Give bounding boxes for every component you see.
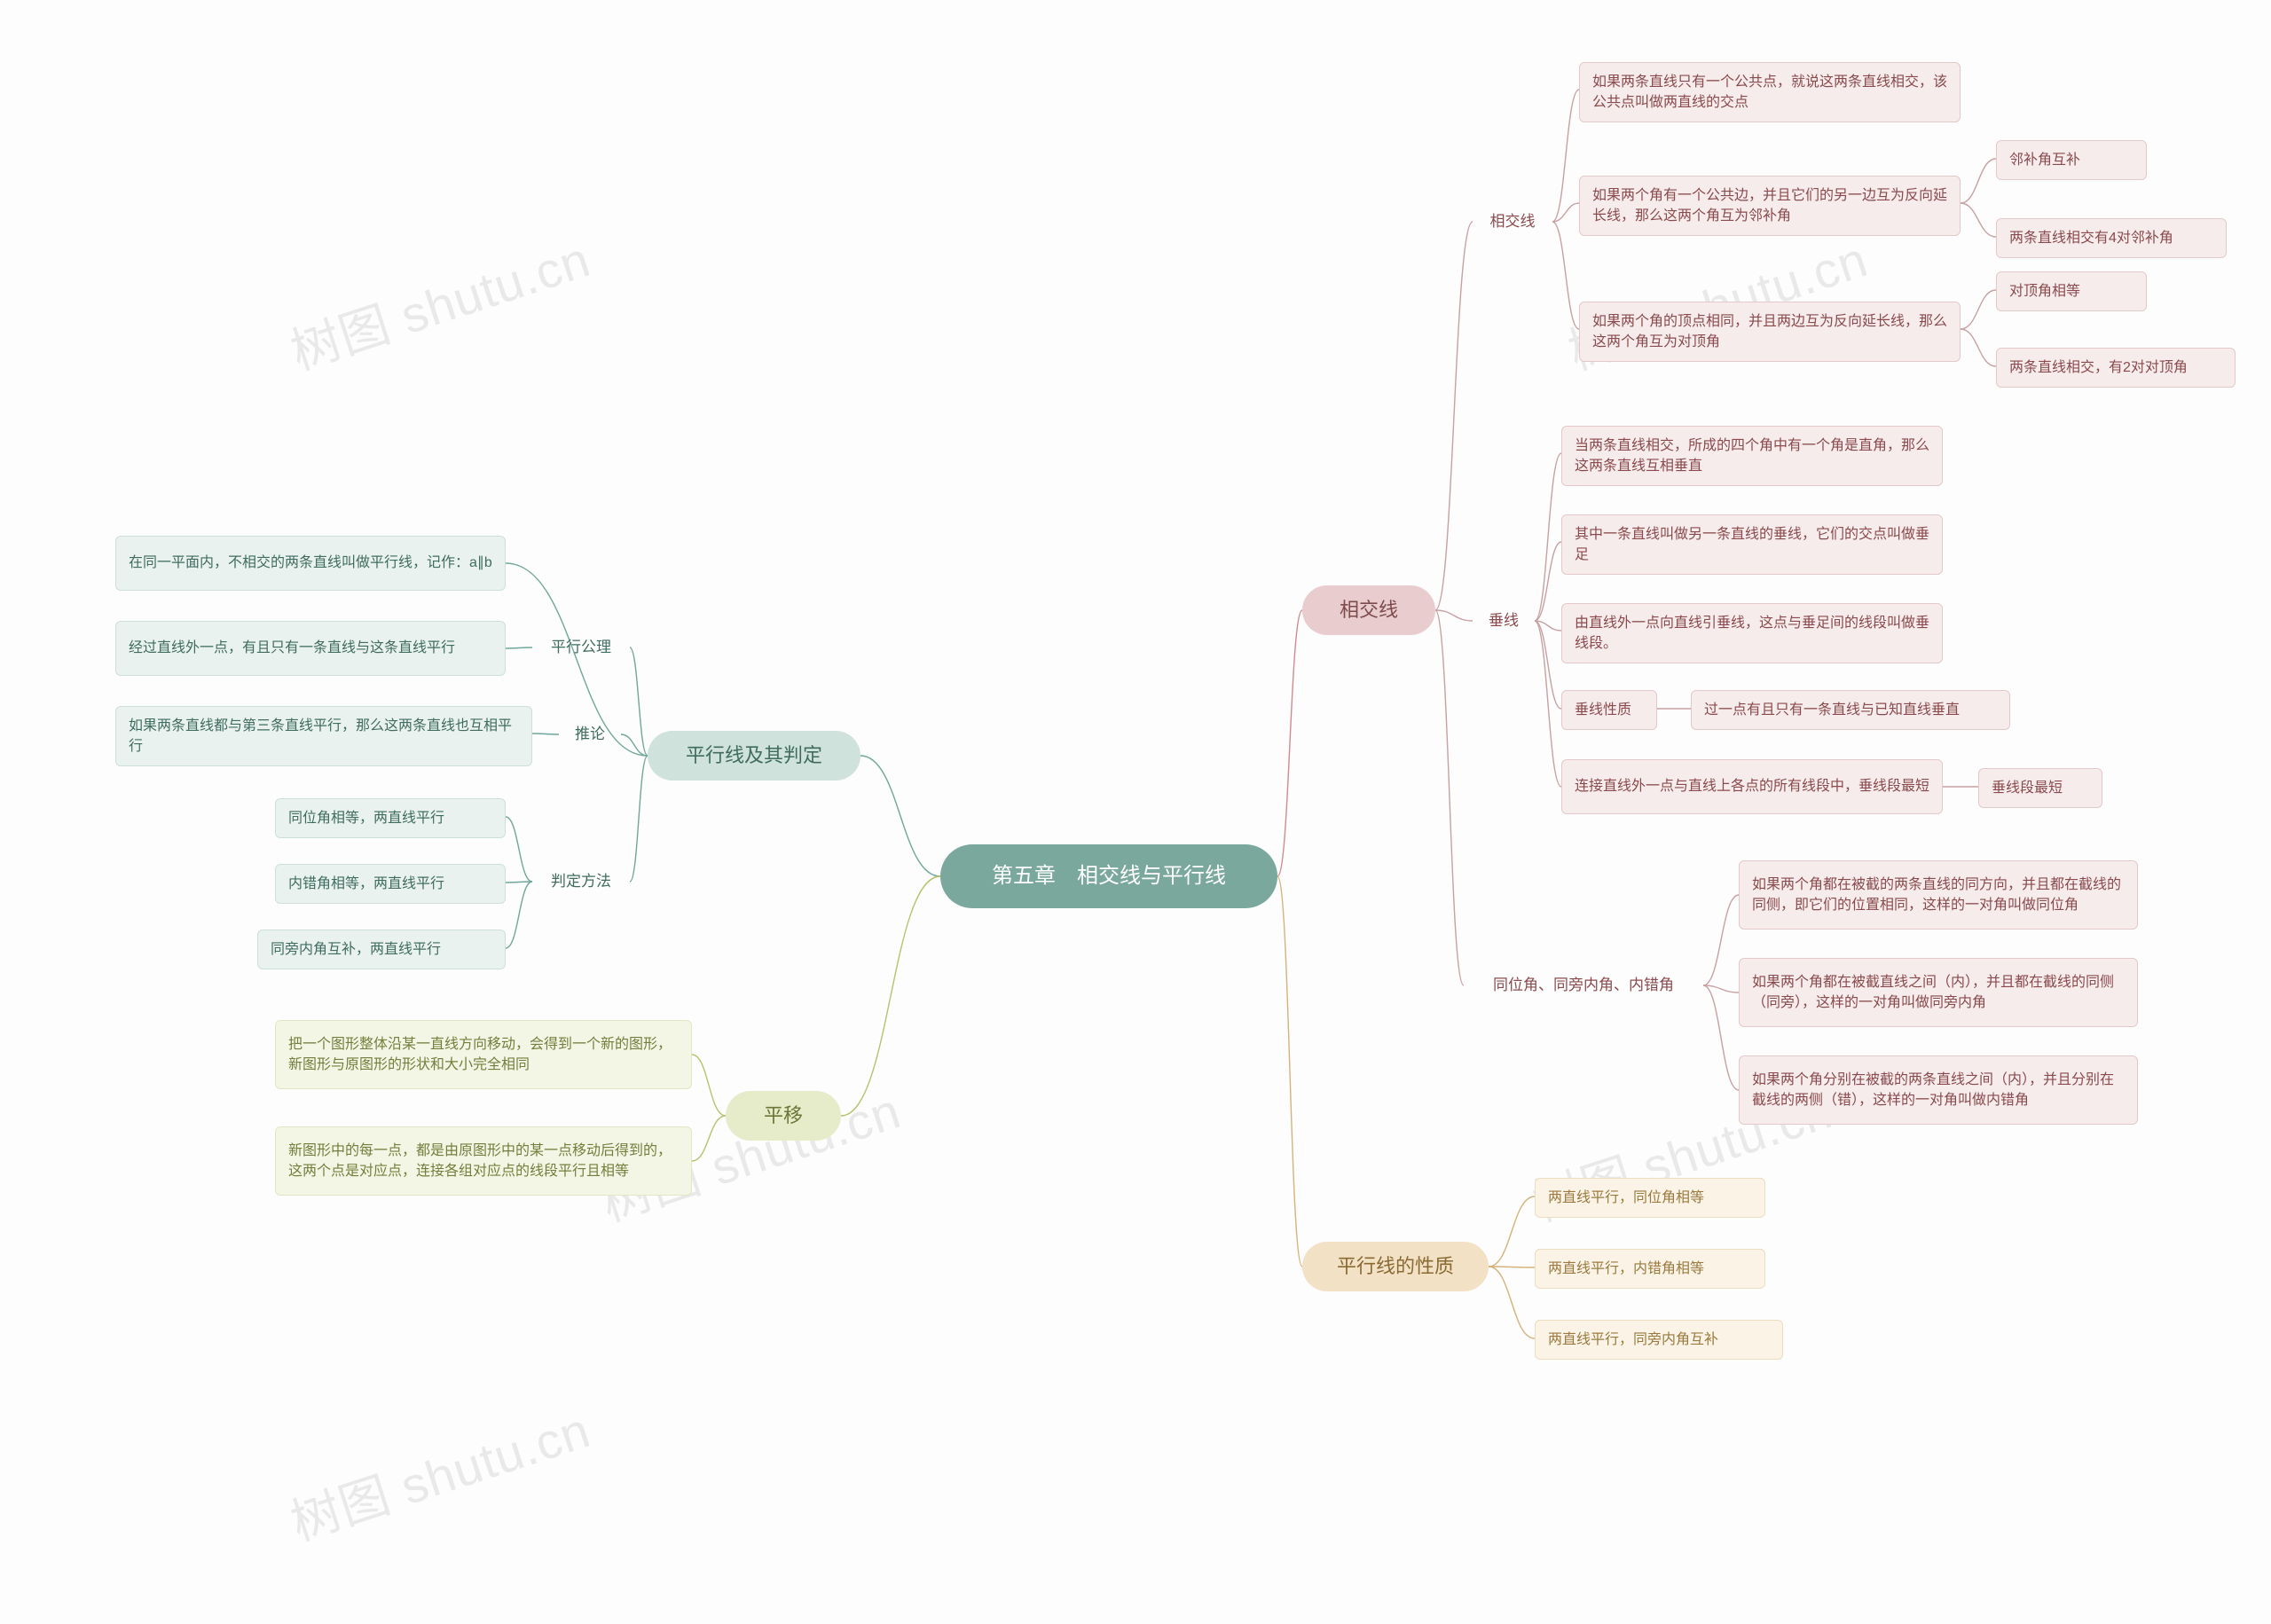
connector (1535, 621, 1561, 787)
leaf: 两条直线相交有4对邻补角 (1996, 218, 2227, 258)
connector (1961, 329, 1996, 366)
connector (1435, 610, 1464, 985)
leaf: 经过直线外一点，有且只有一条直线与这条直线平行 (115, 621, 506, 676)
leaf: 如果两个角分别在被截的两条直线之间（内），并且分别在截线的两侧（错），这样的一对… (1739, 1055, 2138, 1125)
leaf: 过一点有且只有一条直线与已知直线垂直 (1691, 690, 2010, 730)
connector (1703, 985, 1739, 992)
leaf: 如果两个角的顶点相同，并且两边互为反向延长线，那么这两个角互为对顶角 (1579, 302, 1961, 362)
sub-intersecting: 相交线 (1473, 204, 1552, 239)
connector (1489, 1267, 1535, 1338)
connector (630, 756, 648, 882)
leaf: 两直线平行，内错角相等 (1535, 1249, 1765, 1289)
leaf: 如果两条直线都与第三条直线平行，那么这两条直线也互相平行 (115, 706, 532, 766)
branch-parallel-determination: 平行线及其判定 (648, 731, 860, 781)
leaf: 同位角相等，两直线平行 (275, 798, 506, 838)
leaf: 如果两个角有一个公共边，并且它们的另一边互为反向延长线，那么这两个角互为邻补角 (1579, 176, 1961, 236)
connector (1535, 453, 1561, 621)
connector (1961, 203, 1996, 237)
leaf: 对顶角相等 (1996, 271, 2147, 311)
connector (1535, 621, 1561, 631)
connector (1961, 290, 1996, 329)
connector (1552, 222, 1579, 329)
leaf: 垂线段最短 (1978, 768, 2102, 808)
leaf: 把一个图形整体沿某一直线方向移动，会得到一个新的图形，新图形与原图形的形状和大小… (275, 1020, 692, 1089)
connector (1552, 203, 1579, 222)
leaf: 由直线外一点向直线引垂线，这点与垂足间的线段叫做垂线段。 (1561, 603, 1943, 663)
leaf: 如果两个角都在被截直线之间（内），并且都在截线的同侧（同旁），这样的一对角叫做同… (1739, 958, 2138, 1027)
sub-parallel-axiom: 平行公理 (532, 630, 630, 665)
leaf: 如果两条直线只有一个公共点，就说这两条直线相交，该公共点叫做两直线的交点 (1579, 62, 1961, 122)
sub-angles: 同位角、同旁内角、内错角 (1464, 967, 1703, 1004)
leaf: 两直线平行，同旁内角互补 (1535, 1320, 1783, 1360)
connector (1489, 1196, 1535, 1267)
sub-corollary: 推论 (559, 717, 621, 752)
watermark: 树图 shutu.cn (280, 1391, 598, 1555)
branch-parallel-properties: 平行线的性质 (1302, 1242, 1489, 1291)
connector (1535, 621, 1561, 709)
connector (506, 647, 532, 648)
connector (1435, 610, 1473, 621)
connector (1277, 876, 1302, 1267)
leaf: 当两条直线相交，所成的四个角中有一个角是直角，那么这两条直线互相垂直 (1561, 426, 1943, 486)
connector (692, 1055, 726, 1116)
connector (1703, 985, 1739, 1090)
leaf: 邻补角互补 (1996, 140, 2147, 180)
connector (692, 1116, 726, 1161)
watermark: 树图 shutu.cn (280, 220, 598, 384)
connector (1961, 159, 1996, 203)
branch-intersecting-lines: 相交线 (1302, 585, 1435, 635)
leaf: 连接直线外一点与直线上各点的所有线段中，垂线段最短 (1561, 759, 1943, 814)
sub-perpendicular: 垂线 (1473, 603, 1535, 639)
connector (1435, 222, 1473, 610)
sub-determination-methods: 判定方法 (532, 864, 630, 899)
connector (1535, 542, 1561, 621)
connector (506, 817, 532, 882)
root-node: 第五章 相交线与平行线 (940, 844, 1277, 908)
leaf: 垂线性质 (1561, 690, 1657, 730)
leaf: 如果两个角都在被截的两条直线的同方向，并且都在截线的同侧，即它们的位置相同，这样… (1739, 860, 2138, 930)
leaf: 同旁内角互补，两直线平行 (257, 930, 506, 969)
connector (1552, 90, 1579, 222)
connector (506, 882, 532, 948)
leaf: 两条直线相交，有2对对顶角 (1996, 348, 2236, 388)
leaf: 新图形中的每一点，都是由原图形中的某一点移动后得到的，这两个点是对应点，连接各组… (275, 1126, 692, 1196)
leaf: 两直线平行，同位角相等 (1535, 1178, 1765, 1218)
connector (630, 647, 648, 756)
connector (860, 756, 940, 876)
leaf: 在同一平面内，不相交的两条直线叫做平行线，记作：a∥b (115, 536, 506, 591)
leaf: 内错角相等，两直线平行 (275, 864, 506, 904)
connector (1277, 610, 1302, 876)
branch-translation: 平移 (726, 1091, 841, 1141)
connector (841, 876, 940, 1116)
connector (621, 734, 648, 756)
leaf: 其中一条直线叫做另一条直线的垂线，它们的交点叫做垂足 (1561, 514, 1943, 575)
connector (506, 882, 532, 883)
connector (1703, 895, 1739, 985)
